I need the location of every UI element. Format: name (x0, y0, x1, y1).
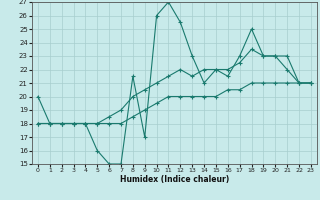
X-axis label: Humidex (Indice chaleur): Humidex (Indice chaleur) (120, 175, 229, 184)
